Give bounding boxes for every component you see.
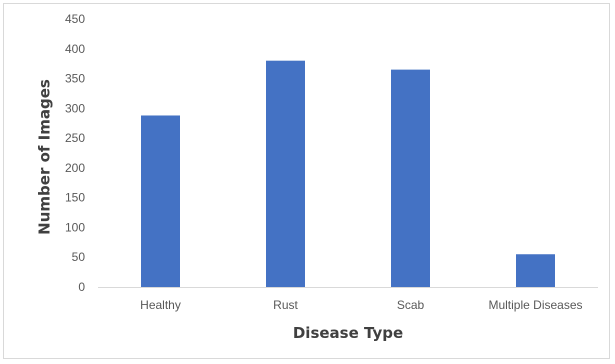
x-axis-title: Disease Type bbox=[293, 324, 403, 342]
y-tick-label: 0 bbox=[78, 280, 85, 294]
x-tick-label: Multiple Diseases bbox=[488, 298, 582, 312]
y-axis-title: Number of Images bbox=[36, 79, 54, 235]
bars bbox=[141, 60, 555, 287]
y-tick-label: 350 bbox=[65, 72, 85, 86]
y-tick-label: 400 bbox=[65, 42, 85, 56]
y-tick-label: 150 bbox=[65, 191, 85, 205]
y-tick-label: 50 bbox=[72, 250, 86, 264]
x-tick-label: Rust bbox=[273, 298, 298, 312]
bar-multiple-diseases bbox=[516, 254, 555, 287]
x-tick-label: Healthy bbox=[140, 298, 181, 312]
bar-rust bbox=[266, 60, 305, 287]
y-tick-label: 450 bbox=[65, 12, 85, 26]
bar-scab bbox=[391, 69, 430, 287]
y-tick-label: 100 bbox=[65, 220, 85, 234]
y-tick-label: 250 bbox=[65, 131, 85, 145]
chart-frame bbox=[3, 3, 610, 359]
y-tick-label: 300 bbox=[65, 101, 85, 115]
bar-healthy bbox=[141, 115, 180, 287]
x-axis-ticks: Healthy Rust Scab Multiple Diseases bbox=[140, 298, 582, 312]
y-tick-label: 200 bbox=[65, 161, 85, 175]
x-tick-label: Scab bbox=[397, 298, 425, 312]
y-axis-ticks: 0 50 100 150 200 250 300 350 400 450 bbox=[65, 12, 85, 294]
